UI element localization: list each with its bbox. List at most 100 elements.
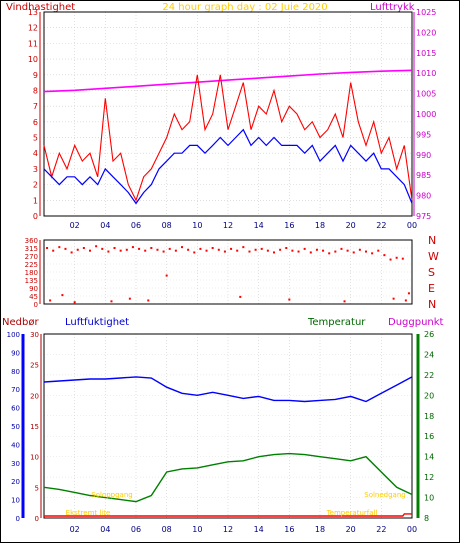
y-right-tick-label: 980 [416,192,431,201]
y-right-tick-label: 24 [424,350,434,359]
plot-frame [43,333,413,519]
compass-label: E [428,282,435,295]
chart-title: 24 hour graph day : 02 Juie 2020 [162,2,327,13]
y-right-tick-label: 20 [424,391,434,400]
direction-point [343,300,346,303]
x-tick-label: 02 [70,525,80,534]
y-outer-tick-label: 60 [11,405,20,413]
direction-point [407,292,410,295]
y-outer-tick-label: 40 [11,441,20,449]
y-left-tick-label: 11 [28,39,38,48]
x-tick-label: 14 [254,221,264,230]
x-tick-label: 00 [407,221,417,230]
y-left-tick-label: 12 [28,24,38,33]
x-tick-label: 04 [100,221,110,230]
direction-point [358,248,361,251]
y-right-tick-label: 8 [424,514,429,523]
y-left-tick-label: 10 [28,55,38,64]
y-left-tick-label: 135 [25,277,38,285]
direction-point [174,249,177,252]
y-outer-tick-label: 90 [11,349,20,357]
direction-point [119,249,122,252]
direction-point [352,251,355,254]
y-left-tick-label: 6 [33,118,38,127]
y-left-tick-label: 0 [33,212,38,221]
direction-point [383,254,386,257]
direction-point [309,251,312,254]
y-outer-tick-label: 30 [11,460,20,468]
direction-point [82,247,85,249]
x-tick-label: 02 [70,221,80,230]
direction-point [288,298,291,301]
direction-point [150,247,153,249]
x-tick-label: 20 [346,525,356,534]
y-left-tick-label: 1 [33,196,38,205]
pressure-label: Lufttrykk [370,2,415,13]
direction-point [322,249,325,252]
annotation-label: Ekstremt lite [66,509,111,517]
direction-point [147,299,150,302]
y-inner-tick-label: 0 [35,515,39,523]
direction-point [181,246,183,249]
direction-point [395,256,398,259]
rain-label: Nedbør [2,317,39,328]
wind-pressure-plot: 0123456789101112139759809859909951000100… [28,8,437,230]
x-tick-label: 14 [254,525,264,534]
direction-point [291,249,294,252]
temperature-line [43,452,413,503]
direction-point [260,247,263,250]
direction-point [107,250,110,253]
y-left-tick-label: 0 [34,301,38,309]
direction-point [89,249,91,252]
humidity-label: Luftfuktighet [65,317,129,328]
humidity-line [43,376,413,403]
x-tick-label: 16 [284,221,294,230]
direction-point [377,249,380,252]
direction-point [242,246,245,249]
compass-label: W [428,250,439,263]
direction-point [340,247,343,250]
x-tick-label: 04 [100,525,110,534]
x-tick-label: 16 [284,525,294,534]
direction-point [70,251,73,254]
y-left-tick-label: 90 [29,285,38,293]
direction-point [52,249,55,252]
direction-point [95,245,98,248]
direction-point [389,258,392,261]
direction-point [346,249,349,252]
direction-point [217,248,220,251]
x-tick-label: 12 [223,221,233,230]
direction-point [165,274,168,277]
wind-speed-label: Vindhastighet [6,2,75,13]
y-right-tick-label: 14 [424,453,434,462]
direction-point [371,252,374,255]
temperature-label: Temperatur [307,317,366,328]
direction-point [144,249,147,252]
y-right-tick-label: 1000 [416,110,436,119]
direction-point [404,299,407,302]
y-left-tick-label: 315 [25,245,38,253]
y-left-tick-label: 9 [33,71,38,80]
direction-point [392,297,395,300]
direction-point [297,250,300,253]
y-inner-tick-label: 30 [30,331,39,339]
y-left-tick-label: 2 [33,181,38,190]
direction-point [266,249,269,252]
direction-point [193,251,196,254]
y-left-tick-label: 180 [25,269,38,277]
y-left-tick-label: 5 [33,134,38,143]
direction-point [230,247,233,250]
direction-point [328,252,331,255]
rain-line [44,513,412,517]
y-right-tick-label: 1005 [416,90,436,99]
y-left-tick-label: 225 [25,261,38,269]
x-tick-label: 06 [131,221,141,230]
direction-point [236,249,239,252]
annotation-label: Soloppgang [91,491,132,499]
direction-point [156,248,159,251]
x-tick-label: 08 [162,525,172,534]
y-right-tick-label: 990 [416,151,431,160]
y-outer-tick-label: 10 [11,497,20,505]
